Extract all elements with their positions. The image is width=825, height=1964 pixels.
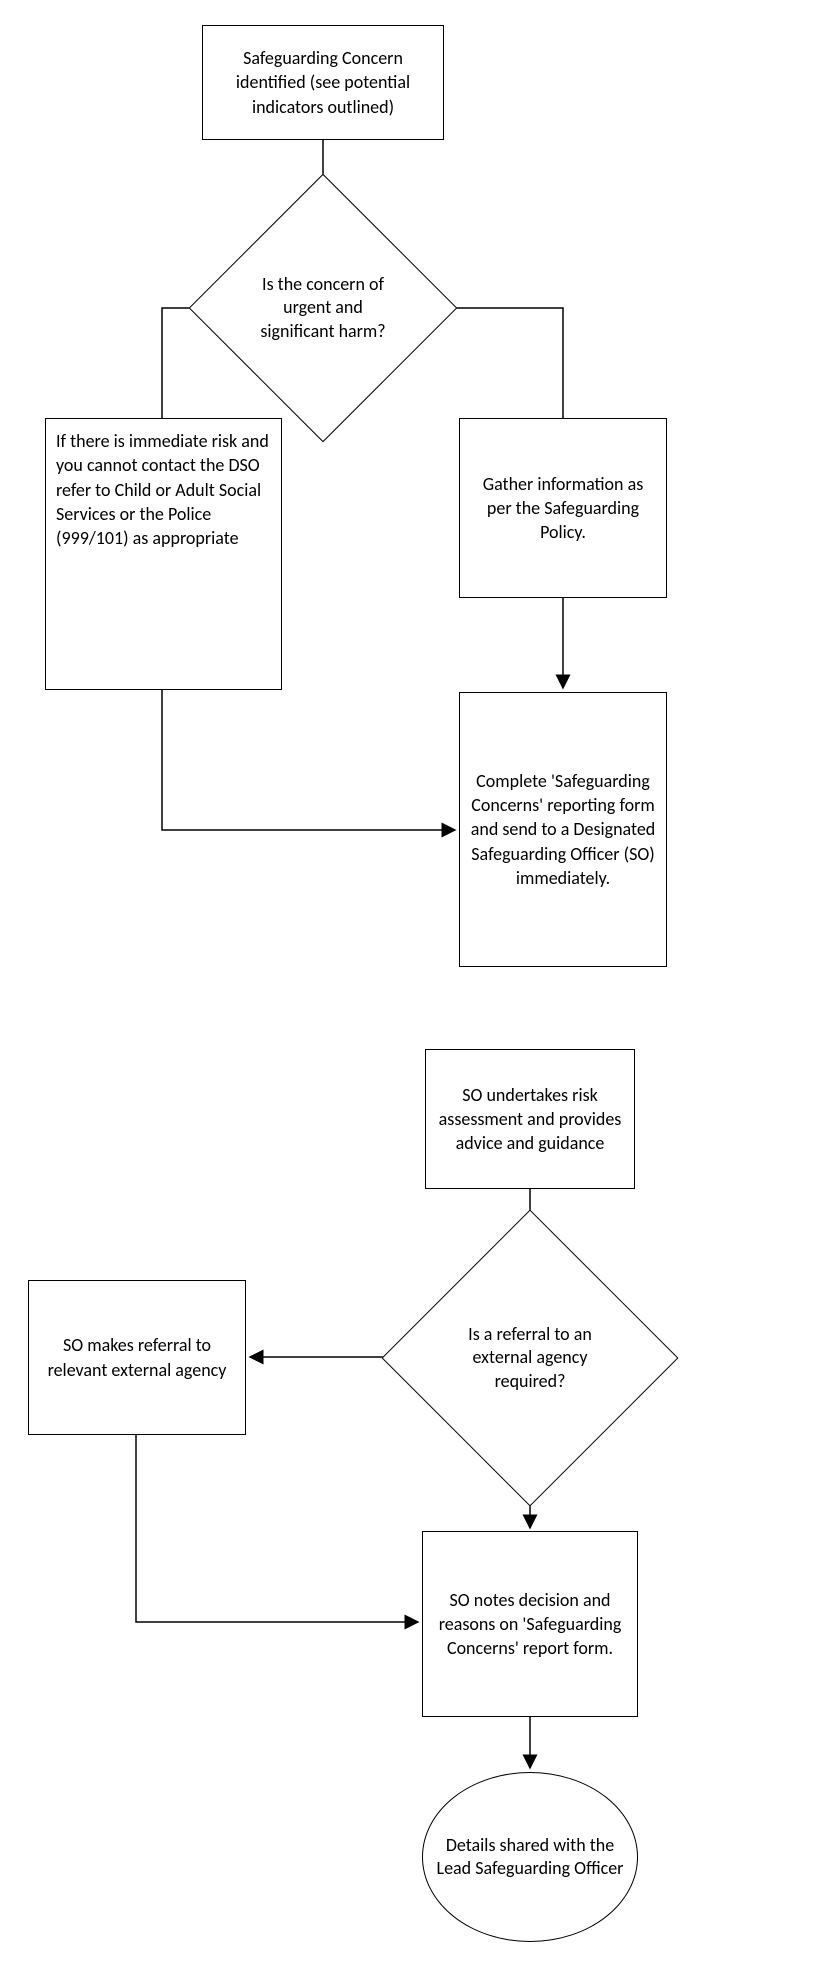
flowchart-canvas: Safeguarding Concern identified (see pot… (0, 0, 825, 1964)
node-referral-decision: Is a referral to an external agency requ… (425, 1253, 635, 1463)
node-concern-identified: Safeguarding Concern identified (see pot… (202, 25, 444, 140)
node-text: Complete 'Safeguarding Concerns' reporti… (470, 769, 656, 890)
node-details-shared: Details shared with the Lead Safeguardin… (422, 1772, 638, 1942)
node-text: If there is immediate risk and you canno… (56, 429, 271, 550)
node-notes-decision: SO notes decision and reasons on 'Safegu… (422, 1531, 638, 1717)
node-complete-form: Complete 'Safeguarding Concerns' reporti… (459, 692, 667, 967)
node-text: SO undertakes risk assessment and provid… (436, 1083, 624, 1156)
node-text: Gather information as per the Safeguardi… (470, 472, 656, 545)
node-immediate-risk: If there is immediate risk and you canno… (45, 418, 282, 690)
node-makes-referral: SO makes referral to relevant external a… (28, 1280, 246, 1435)
node-gather-info: Gather information as per the Safeguardi… (459, 418, 667, 598)
node-urgent-harm-decision: Is the concern of urgent and significant… (228, 213, 418, 403)
node-text: Safeguarding Concern identified (see pot… (213, 46, 433, 119)
node-risk-assessment: SO undertakes risk assessment and provid… (425, 1049, 635, 1189)
node-text: Details shared with the Lead Safeguardin… (435, 1834, 625, 1881)
node-text: SO makes referral to relevant external a… (39, 1333, 235, 1382)
node-text: Is the concern of urgent and significant… (246, 273, 400, 343)
node-text: SO notes decision and reasons on 'Safegu… (433, 1588, 627, 1661)
node-text: Is a referral to an external agency requ… (443, 1323, 617, 1393)
